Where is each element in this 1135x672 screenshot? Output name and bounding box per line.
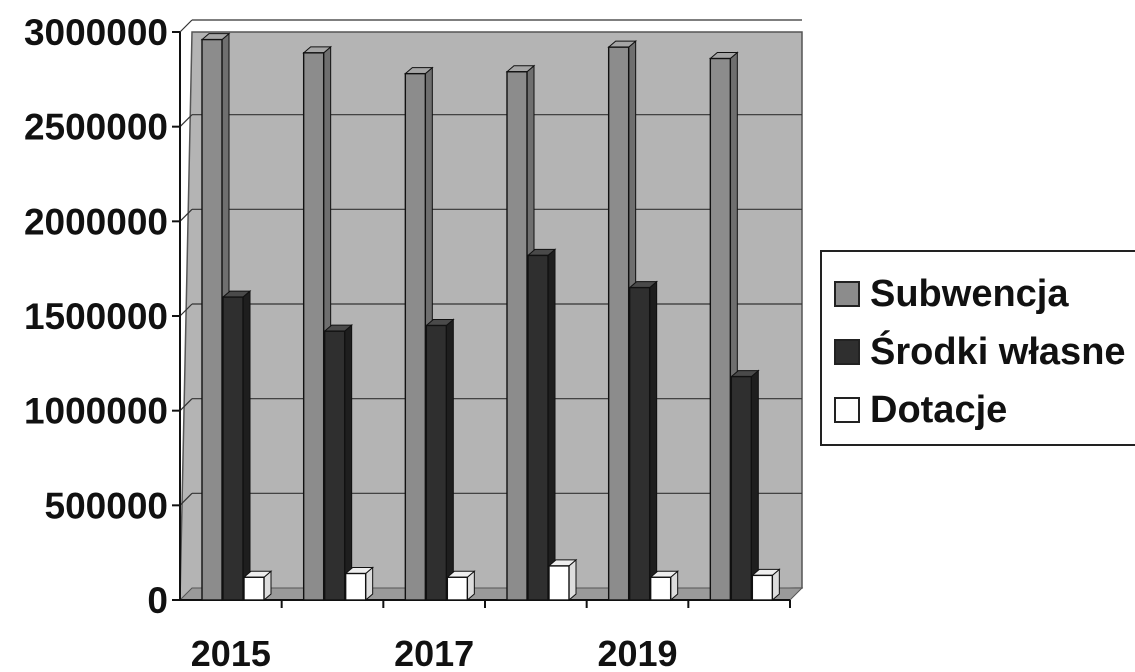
bar-dotacje-2019 — [649, 570, 680, 602]
bar-dotacje-2015 — [242, 570, 273, 602]
bar-subwencja-2015-front — [201, 38, 223, 601]
bar-dotacje-2017-front — [446, 576, 469, 601]
y-tick-label: 1500000 — [24, 296, 168, 337]
bar-srodki-wlasne-2016 — [323, 324, 354, 602]
bar-srodki-wlasne-2019-side — [649, 280, 658, 602]
gridline-diagonal — [179, 114, 193, 128]
bar-srodki-wlasne-2019-front — [628, 286, 651, 601]
bar-dotacje-2016 — [344, 566, 375, 602]
bar-srodki-wlasne-2015-side — [242, 289, 251, 602]
bar-srodki-wlasne-2016-front — [323, 330, 346, 601]
legend-label-srodki-wlasne: Środki własne — [870, 330, 1126, 373]
bar-subwencja-2019-front — [607, 46, 630, 601]
legend-item-subwencja: Subwencja — [834, 270, 1069, 318]
bar-dotacje-2018-front — [548, 565, 570, 601]
legend-swatch-subwencja — [834, 281, 860, 307]
legend-label-subwencja: Subwencja — [870, 272, 1069, 315]
chart-legend: Subwencja Środki własne Dotacje — [820, 250, 1135, 446]
bar-dotacje-2015-front — [243, 576, 265, 601]
gridline-diagonal — [179, 19, 193, 33]
bar-srodki-wlasne-2019 — [628, 280, 659, 602]
plot-floor — [178, 587, 804, 601]
bar-srodki-wlasne-2015 — [221, 289, 252, 602]
bar-srodki-wlasne-2015-front — [222, 296, 244, 601]
gridline-diagonal — [179, 208, 193, 222]
plot-back-wall — [179, 31, 803, 601]
bar-subwencja-2016-front — [302, 52, 325, 601]
bar-dotacje-2018 — [547, 558, 578, 602]
y-tick-label: 1000000 — [24, 391, 168, 432]
y-tick-label: 0 — [147, 580, 168, 621]
bar-dotacje-2019-front — [649, 576, 672, 601]
bar-srodki-wlasne-2017-side — [445, 318, 454, 602]
bar-dotacje-2018-side — [568, 558, 577, 602]
bar-subwencja-2017-front — [404, 72, 427, 601]
y-tick-label: 500000 — [45, 485, 168, 526]
x-tick-label: 2015 — [191, 633, 271, 672]
gridline-diagonal — [179, 398, 193, 412]
x-tick-label: 2017 — [394, 633, 474, 672]
legend-item-dotacje: Dotacje — [834, 386, 1007, 434]
bar-srodki-wlasne-2018 — [526, 248, 557, 602]
bar-srodki-wlasne-2020 — [729, 369, 760, 602]
legend-swatch-dotacje — [834, 397, 860, 423]
bar-srodki-wlasne-2017 — [424, 318, 455, 602]
legend-item-srodki-wlasne: Środki własne — [834, 328, 1126, 376]
bar-subwencja-2018-front — [506, 71, 528, 601]
bar-srodki-wlasne-2017-front — [425, 324, 448, 601]
legend-label-dotacje: Dotacje — [870, 388, 1008, 431]
bar-dotacje-2017 — [445, 570, 476, 602]
bar-dotacje-2020 — [750, 568, 781, 602]
bar-dotacje-2016-front — [344, 572, 367, 601]
y-tick-label: 2000000 — [24, 201, 168, 242]
bar-subwencja-2020-front — [709, 57, 732, 601]
bar-srodki-wlasne-2016-side — [344, 324, 353, 602]
y-tick-label: 3000000 — [24, 12, 168, 53]
bar-srodki-wlasne-2018-side — [547, 248, 556, 602]
gridline-diagonal — [179, 492, 193, 506]
bar-srodki-wlasne-2020-front — [730, 375, 753, 601]
bar-srodki-wlasne-2018-front — [527, 254, 549, 601]
bar-dotacje-2020-front — [751, 574, 774, 601]
gridline-diagonal — [179, 303, 193, 317]
bar-subwencja-2016 — [302, 45, 333, 602]
bar-srodki-wlasne-2020-side — [750, 369, 759, 602]
x-tick-label: 2019 — [597, 633, 677, 672]
y-tick-label: 2500000 — [24, 107, 168, 148]
legend-swatch-srodki-wlasne — [834, 339, 860, 365]
